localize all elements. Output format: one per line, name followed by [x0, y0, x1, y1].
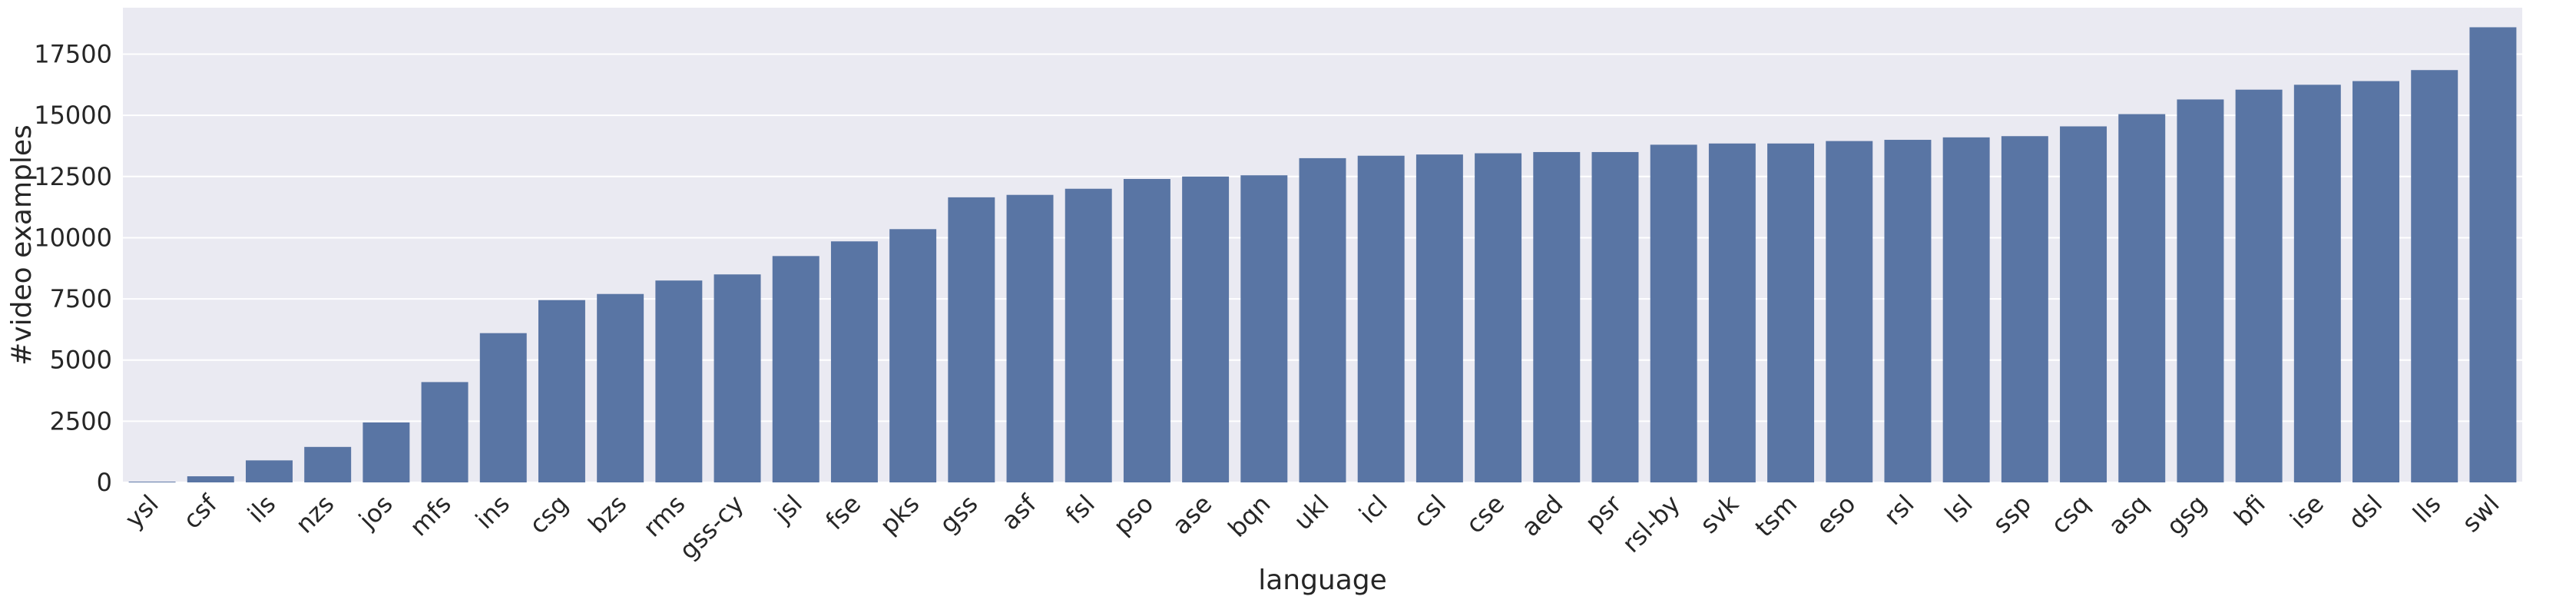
- x-tick-label: ins: [470, 489, 515, 535]
- y-axis-label: #video examples: [6, 124, 38, 366]
- bar-csg: [538, 300, 585, 482]
- bar-nzs: [304, 446, 352, 482]
- x-tick-label: ukl: [1288, 489, 1335, 536]
- x-tick-label: lsl: [1939, 489, 1978, 528]
- x-tick-label: svk: [1694, 489, 1744, 538]
- bar-rms: [655, 280, 703, 482]
- x-tick-label: asq: [2103, 489, 2154, 541]
- x-tick-label: cse: [1460, 489, 1510, 539]
- bar-gss: [948, 197, 995, 482]
- x-tick-label: bzs: [582, 489, 632, 539]
- bar-bzs: [597, 293, 644, 482]
- y-axis-ticks: 0 2500 5000 7500 10000 12500 15000 17500: [34, 40, 112, 497]
- bar-gsg: [2177, 99, 2224, 483]
- x-tick-label: jos: [353, 489, 398, 535]
- bars: [128, 27, 2517, 483]
- bar-eso: [1826, 141, 1873, 482]
- x-tick-label: ase: [1167, 489, 1217, 540]
- x-tick-label: csl: [1408, 489, 1452, 533]
- bar-jos: [363, 422, 410, 482]
- x-tick-label: csf: [177, 489, 223, 535]
- x-tick-label: swl: [2456, 489, 2505, 538]
- x-tick-label: csg: [524, 489, 574, 539]
- x-axis-label: language: [1258, 565, 1387, 596]
- bar-asq: [2118, 114, 2166, 483]
- x-tick-label: nzs: [290, 489, 339, 539]
- bar-jsl: [772, 256, 819, 482]
- x-tick-label: icl: [1353, 489, 1393, 529]
- x-tick-label: gss-cy: [674, 489, 750, 565]
- x-tick-label: fsl: [1060, 489, 1101, 530]
- bar-asf: [1006, 194, 1054, 483]
- x-tick-label: bqn: [1223, 489, 1276, 543]
- x-tick-label: lls: [2407, 489, 2446, 528]
- bar-cse: [1475, 153, 1522, 482]
- x-tick-label: jsl: [768, 489, 808, 529]
- bar-ase: [1182, 176, 1230, 482]
- bar-gss-cy: [714, 274, 761, 482]
- x-tick-label: aed: [1515, 489, 1568, 542]
- y-tick-label: 15000: [34, 101, 112, 130]
- y-tick-label: 0: [97, 468, 112, 497]
- bar-csl: [1415, 154, 1463, 482]
- bar-tsm: [1767, 143, 1815, 483]
- bar-ins: [479, 333, 527, 482]
- bar-csq: [2060, 126, 2107, 482]
- bar-ssp: [2001, 136, 2048, 483]
- bar-svk: [1708, 143, 1756, 483]
- bar-rsl: [1884, 140, 1932, 482]
- bar-aed: [1533, 151, 1581, 482]
- y-tick-label: 10000: [34, 223, 112, 252]
- bar-ise: [2293, 84, 2341, 483]
- x-tick-label: csq: [2045, 489, 2095, 539]
- x-tick-label: ils: [242, 489, 281, 528]
- x-tick-label: gss: [934, 489, 984, 539]
- bar-mfs: [421, 382, 469, 482]
- x-tick-label: psr: [1579, 489, 1627, 537]
- y-tick-label: 17500: [34, 40, 112, 69]
- x-tick-label: asf: [995, 489, 1042, 535]
- bar-ils: [246, 460, 293, 482]
- bar-bqn: [1240, 175, 1288, 482]
- bar-fse: [830, 241, 878, 482]
- x-tick-label: tsm: [1750, 489, 1803, 543]
- x-tick-label: fse: [820, 489, 867, 536]
- x-tick-label: mfs: [404, 489, 457, 542]
- bar-pso: [1123, 178, 1170, 482]
- y-tick-label: 7500: [50, 284, 112, 313]
- bar-lls: [2411, 70, 2458, 483]
- x-tick-label: eso: [1810, 489, 1861, 540]
- bar-bfi: [2235, 89, 2283, 482]
- x-tick-label: dsl: [2343, 489, 2388, 535]
- bar-lsl: [1942, 137, 1990, 482]
- x-tick-label: ssp: [1987, 489, 2037, 539]
- bar-psr: [1591, 151, 1639, 482]
- x-tick-label: bfi: [2228, 489, 2270, 532]
- x-tick-label: ysl: [119, 489, 164, 534]
- bar-csf: [187, 476, 234, 482]
- bar-rsl-by: [1650, 144, 1697, 482]
- x-tick-label: rsl: [1878, 489, 1919, 531]
- x-tick-label: pso: [1108, 489, 1159, 541]
- x-tick-label: gsg: [2160, 489, 2212, 541]
- y-tick-label: 2500: [50, 406, 112, 436]
- bar-dsl: [2353, 81, 2399, 482]
- x-tick-label: ise: [2284, 489, 2329, 535]
- bar-ukl: [1299, 157, 1346, 483]
- y-tick-label: 12500: [34, 162, 112, 191]
- bar-swl: [2469, 27, 2517, 482]
- y-tick-label: 5000: [50, 346, 112, 375]
- x-tick-label: rsl-by: [1617, 489, 1686, 558]
- bar-icl: [1357, 155, 1405, 482]
- bar-pks: [889, 229, 937, 482]
- bar-fsl: [1065, 188, 1112, 482]
- x-tick-label: pks: [874, 489, 925, 540]
